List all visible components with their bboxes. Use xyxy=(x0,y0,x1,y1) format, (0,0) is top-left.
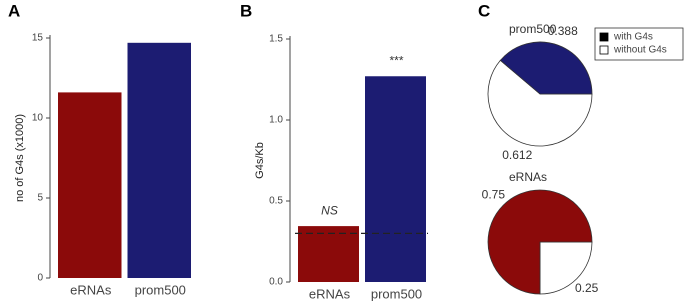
y-tick-label: 10 xyxy=(32,113,44,124)
slice-label: 0.75 xyxy=(482,188,506,202)
annotation: *** xyxy=(389,53,403,67)
legend-swatch xyxy=(599,32,609,42)
pie-title: eRNAs xyxy=(509,170,547,184)
slice-label: 0.612 xyxy=(502,148,532,162)
pie-slice xyxy=(499,41,593,95)
slice-label: 0.25 xyxy=(575,281,599,295)
y-axis-label: no of G4s (x1000) xyxy=(14,114,26,202)
panel-label: C xyxy=(478,1,490,20)
pie-slice xyxy=(487,189,593,295)
slice-label: 0.388 xyxy=(548,24,578,38)
annotation: NS xyxy=(321,203,338,217)
bar xyxy=(298,226,359,282)
legend-box xyxy=(594,27,684,61)
y-tick-label: 5 xyxy=(37,193,43,204)
x-tick-label: eRNAs xyxy=(70,282,112,297)
pie-title: prom500 xyxy=(509,22,557,36)
bar xyxy=(365,76,426,282)
x-tick-label: eRNAs xyxy=(309,286,351,301)
y-tick-label: 0.5 xyxy=(269,196,283,207)
x-tick-label: prom500 xyxy=(371,286,422,301)
y-tick-label: 15 xyxy=(32,33,44,44)
y-tick-label: 0.0 xyxy=(269,277,283,288)
legend-label: with G4s xyxy=(613,32,653,43)
panel-label: A xyxy=(8,1,20,20)
y-tick-label: 1.5 xyxy=(269,34,283,45)
legend-swatch xyxy=(599,45,609,55)
x-tick-label: prom500 xyxy=(135,282,186,297)
legend-label: without G4s xyxy=(613,45,667,56)
bar xyxy=(127,42,191,278)
y-tick-label: 0 xyxy=(37,273,43,284)
pie-slice xyxy=(539,241,593,295)
panel-label: B xyxy=(240,1,252,20)
y-tick-label: 1.0 xyxy=(269,115,283,126)
y-axis-label: G4s/Kb xyxy=(254,142,266,179)
bar xyxy=(58,92,122,279)
pie-slice xyxy=(487,59,593,147)
